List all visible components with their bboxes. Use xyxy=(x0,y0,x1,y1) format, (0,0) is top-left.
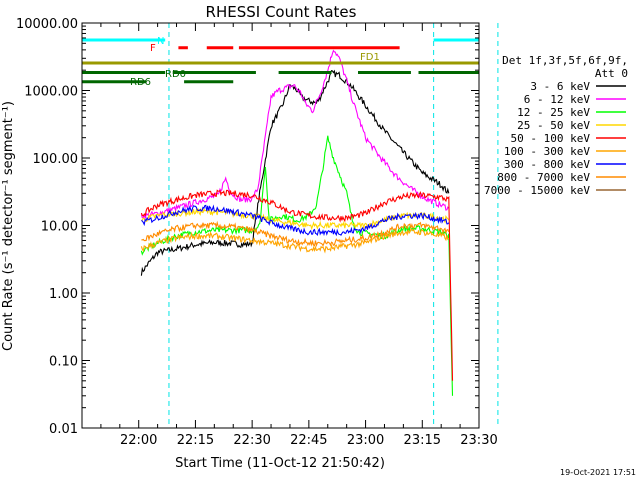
y-tick-label-0: 0.01 xyxy=(49,422,78,437)
chart-title: RHESSI Count Rates xyxy=(206,3,357,21)
legend-label-6: 300 - 800 keV xyxy=(504,158,590,171)
series-line-4 xyxy=(140,189,454,381)
y-tick-label-1: 0.10 xyxy=(49,355,78,370)
legend-label-3: 25 - 50 keV xyxy=(517,119,590,132)
x-axis: 22:00 22:15 22:30 22:45 23:00 23:15 23:30 xyxy=(81,23,498,448)
state-label-4: RD6 xyxy=(130,77,151,88)
series-line-6 xyxy=(141,204,450,237)
series-line-1 xyxy=(140,49,450,219)
y-tick-label-5: 1000.00 xyxy=(24,85,78,100)
y-axis: 0.01 0.10 1.00 10.00 100.00 1000.00 10000.00 xyxy=(16,17,479,437)
plot-area: NF FD1 RD0 RD6 xyxy=(82,23,499,428)
series-line-2 xyxy=(140,135,454,396)
legend-label-2: 12 - 25 keV xyxy=(517,106,590,119)
state-label-1: F xyxy=(150,43,156,54)
series-line-7 xyxy=(141,220,450,248)
state-label-2: FD1 xyxy=(360,52,380,63)
y-tick-label-2: 1.00 xyxy=(49,287,78,302)
x-axis-title: Start Time (11-Oct-12 21:50:42) xyxy=(175,456,385,471)
legend-label-8: 7000 - 15000 keV xyxy=(484,184,590,197)
footer-timestamp: 19-Oct-2021 17:51 xyxy=(560,468,636,477)
legend-label-1: 6 - 12 keV xyxy=(524,93,591,106)
x-tick-label-2: 22:30 xyxy=(233,433,270,448)
y-axis-title: Count Rate (s⁻¹ detector⁻¹ segment⁻¹) xyxy=(1,101,16,351)
x-tick-label-1: 22:15 xyxy=(177,433,214,448)
series-line-5 xyxy=(140,228,450,254)
series-line-0 xyxy=(140,69,450,276)
state-label-0: N xyxy=(157,36,164,47)
x-tick-label-4: 23:00 xyxy=(347,433,384,448)
x-tick-label-6: 23:30 xyxy=(460,433,497,448)
legend-label-5: 100 - 300 keV xyxy=(504,145,590,158)
legend-header-line-1: Det 1f,3f,5f,6f,9f, xyxy=(502,54,628,67)
y-tick-label-6: 10000.00 xyxy=(16,17,78,32)
y-tick-label-4: 100.00 xyxy=(33,152,79,167)
legend-label-7: 800 - 7000 keV xyxy=(497,171,590,184)
legend-label-4: 50 - 100 keV xyxy=(511,132,591,145)
x-tick-label-5: 23:15 xyxy=(404,433,441,448)
x-tick-label-0: 22:00 xyxy=(120,433,157,448)
state-label-3: RD0 xyxy=(165,69,186,80)
legend-header-line-2: Att 0 xyxy=(595,67,628,80)
y-tick-label-3: 10.00 xyxy=(41,220,78,235)
x-tick-label-3: 22:45 xyxy=(290,433,327,448)
legend-label-0: 3 - 6 keV xyxy=(530,80,590,93)
